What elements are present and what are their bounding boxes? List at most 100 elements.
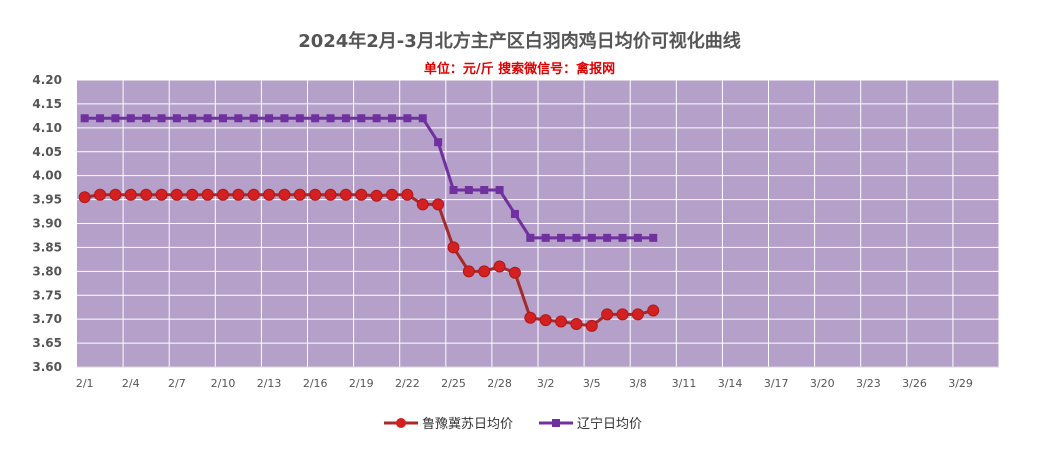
- x-tick-label: 3/26: [902, 377, 927, 390]
- x-tick-label: 3/29: [948, 377, 973, 390]
- y-tick-label: 3.95: [32, 193, 62, 207]
- legend: 鲁豫冀苏日均价 辽宁日均价: [384, 416, 642, 432]
- data-point: [647, 304, 660, 317]
- data-point: [111, 114, 120, 123]
- data-point: [570, 317, 583, 330]
- y-tick-label: 3.85: [32, 240, 62, 254]
- x-tick-label: 2/13: [257, 377, 282, 390]
- legend-label: 辽宁日均价: [577, 416, 642, 432]
- data-point: [603, 233, 612, 242]
- data-point: [142, 114, 151, 123]
- data-point: [172, 114, 181, 123]
- legend-item: 辽宁日均价: [539, 416, 642, 432]
- x-tick-label: 3/5: [583, 377, 601, 390]
- data-point: [631, 308, 644, 321]
- data-point: [401, 188, 414, 201]
- x-tick-label: 3/20: [810, 377, 835, 390]
- series-2: [80, 114, 658, 242]
- x-tick-label: 2/28: [487, 377, 512, 390]
- data-point: [449, 186, 458, 195]
- data-point: [80, 114, 89, 123]
- y-tick-label: 4.05: [32, 145, 62, 159]
- data-point: [326, 114, 335, 123]
- data-point: [311, 114, 320, 123]
- data-point: [526, 233, 535, 242]
- data-point: [140, 188, 153, 201]
- y-tick-label: 3.60: [32, 360, 62, 374]
- data-point: [510, 209, 519, 218]
- data-point: [587, 233, 596, 242]
- data-point: [155, 188, 168, 201]
- data-point: [388, 114, 397, 123]
- data-point: [508, 266, 521, 279]
- data-point: [434, 138, 443, 147]
- series-layer: [78, 114, 660, 332]
- x-tick-label: 2/25: [441, 377, 466, 390]
- x-tick-label: 3/2: [537, 377, 555, 390]
- x-tick-label: 2/1: [76, 377, 94, 390]
- y-tick-label: 4.10: [32, 121, 62, 135]
- legend-marker: [552, 419, 560, 427]
- data-point: [616, 308, 629, 321]
- y-tick-label: 3.65: [32, 336, 62, 350]
- data-point: [462, 265, 475, 278]
- x-tick-label: 3/14: [718, 377, 743, 390]
- data-point: [263, 188, 276, 201]
- y-tick-label: 4.20: [32, 73, 62, 87]
- data-point: [232, 188, 245, 201]
- data-point: [601, 308, 614, 321]
- data-point: [295, 114, 304, 123]
- data-point: [293, 188, 306, 201]
- data-point: [249, 114, 258, 123]
- data-point: [170, 188, 183, 201]
- series-1: [78, 188, 660, 332]
- y-tick-label: 3.75: [32, 288, 62, 302]
- data-point: [247, 188, 260, 201]
- gridlines: [77, 79, 1000, 367]
- y-tick-label: 4.15: [32, 97, 62, 111]
- data-point: [339, 188, 352, 201]
- data-point: [109, 188, 122, 201]
- data-point: [493, 260, 506, 273]
- y-tick-label: 3.90: [32, 217, 62, 231]
- data-point: [416, 198, 429, 211]
- data-point: [157, 114, 166, 123]
- x-tick-label: 2/10: [211, 377, 236, 390]
- data-point: [94, 188, 107, 201]
- chart-title: 2024年2月-3月北方主产区白羽肉鸡日均价可视化曲线: [298, 31, 741, 52]
- data-point: [403, 114, 412, 123]
- data-point: [124, 188, 137, 201]
- y-tick-label: 3.80: [32, 264, 62, 278]
- data-point: [216, 188, 229, 201]
- data-point: [280, 114, 289, 123]
- x-tick-label: 3/11: [672, 377, 697, 390]
- data-point: [234, 114, 243, 123]
- data-point: [203, 114, 212, 123]
- x-tick-label: 3/17: [764, 377, 789, 390]
- data-point: [618, 233, 627, 242]
- data-point: [357, 114, 366, 123]
- legend-item: 鲁豫冀苏日均价: [384, 416, 513, 432]
- data-point: [495, 186, 504, 195]
- data-point: [324, 188, 337, 201]
- chart-subtitle: 单位：元/斤 搜索微信号：禽报网: [423, 62, 616, 77]
- x-tick-label: 2/7: [168, 377, 186, 390]
- data-point: [188, 114, 197, 123]
- data-point: [265, 114, 274, 123]
- x-tick-label: 2/16: [303, 377, 328, 390]
- data-point: [633, 233, 642, 242]
- data-point: [480, 186, 489, 195]
- data-point: [186, 188, 199, 201]
- data-point: [341, 114, 350, 123]
- data-point: [126, 114, 135, 123]
- data-point: [447, 241, 460, 254]
- data-point: [539, 314, 552, 327]
- y-tick-label: 3.70: [32, 312, 62, 326]
- x-axis: 2/1 2/4 2/7 2/10 2/13 2/16 2/19 2/22 2/25 2/28 3/2…: [76, 366, 999, 390]
- x-tick-label: 2/4: [122, 377, 140, 390]
- data-point: [649, 233, 658, 242]
- x-tick-label: 3/23: [856, 377, 881, 390]
- data-point: [218, 114, 227, 123]
- data-point: [464, 186, 473, 195]
- x-tick-label: 2/19: [349, 377, 374, 390]
